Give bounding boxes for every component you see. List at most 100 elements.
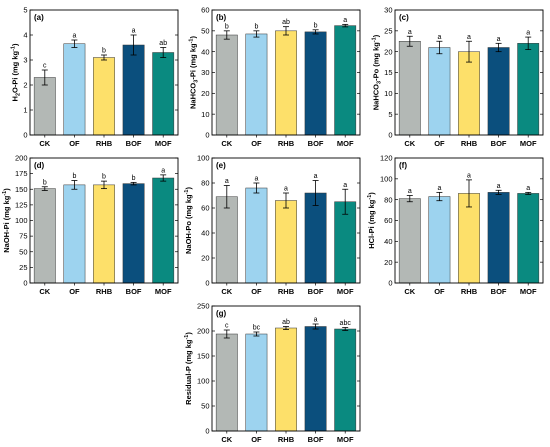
- x-tick-label: OF: [69, 287, 80, 296]
- y-tick-label: 20: [201, 254, 209, 263]
- significance-letter: ab: [159, 40, 167, 47]
- significance-letter: b: [43, 179, 47, 186]
- bar: [304, 31, 327, 136]
- significance-letter: b: [72, 173, 76, 180]
- y-tick-label: 4: [23, 31, 27, 40]
- y-tick-label: 40: [201, 47, 209, 56]
- bar: [304, 326, 327, 432]
- significance-letter: ab: [282, 319, 290, 326]
- chart-panel: a CK a OF a RHB a BOF a MOF 0 20 40 60 80 100 120 (f) HCl-…: [367, 154, 544, 296]
- x-tick-label: BOF: [126, 139, 142, 148]
- x-tick-label: MOF: [337, 287, 354, 296]
- y-axis-label: NaHCO3-Pi (mg kg-1): [188, 36, 199, 109]
- y-tick-label: 50: [19, 247, 27, 256]
- x-tick-label: BOF: [308, 435, 324, 444]
- bar: [275, 30, 297, 136]
- y-tick-label: 175: [15, 169, 28, 178]
- bar: [215, 34, 238, 136]
- y-tick-label: 20: [384, 47, 392, 56]
- bar: [334, 328, 357, 432]
- y-tick-label: 20: [201, 89, 209, 98]
- chart-panel: b CK b OF b RHB b BOF a MOF 0 25 50 75 100 125 150 175 200…: [2, 154, 179, 296]
- y-tick-label: 15: [384, 68, 392, 77]
- y-axis-label: H2O-Pi (mg kg-1): [11, 43, 22, 101]
- y-tick-label: 120: [380, 154, 393, 163]
- panel-label: (b): [216, 13, 227, 22]
- panel-label: (c): [399, 13, 409, 22]
- bar: [122, 44, 145, 136]
- chart-panel: a CK a OF a RHB a BOF a MOF 0 20 40 60 80 100 (e) NaOH-Po…: [184, 154, 361, 296]
- y-tick-label: 25: [19, 263, 27, 272]
- x-tick-label: BOF: [491, 139, 507, 148]
- y-tick-label: 1: [23, 106, 27, 115]
- bar: [33, 188, 56, 284]
- y-tick-label: 0: [388, 131, 392, 140]
- bar: [398, 198, 421, 284]
- significance-letter: a: [526, 30, 530, 37]
- x-tick-label: RHB: [461, 287, 478, 296]
- bar: [487, 47, 510, 136]
- bar: [517, 193, 540, 284]
- bar: [275, 327, 297, 432]
- x-tick-label: RHB: [278, 139, 295, 148]
- x-tick-label: CK: [221, 287, 232, 296]
- x-tick-label: RHB: [461, 139, 478, 148]
- bar: [334, 25, 357, 136]
- x-tick-label: RHB: [278, 287, 295, 296]
- significance-letter: bc: [253, 325, 261, 332]
- y-tick-label: 0: [205, 131, 209, 140]
- significance-letter: a: [408, 188, 412, 195]
- panel-label: (f): [399, 161, 407, 170]
- bar: [122, 183, 145, 284]
- bar: [517, 43, 540, 136]
- y-tick-label: 200: [15, 154, 28, 163]
- bar: [93, 57, 115, 136]
- y-tick-label: 125: [15, 200, 28, 209]
- bar: [152, 177, 175, 284]
- significance-letter: a: [343, 182, 347, 189]
- y-axis-label: Residual-P (mg kg-1): [184, 332, 193, 405]
- bar: [33, 77, 56, 136]
- x-tick-label: CK: [221, 435, 232, 444]
- panel-label: (g): [216, 309, 227, 318]
- y-tick-label: 5: [388, 110, 392, 119]
- x-tick-label: RHB: [96, 287, 113, 296]
- y-axis-label: NaHCO3-Po (mg kg-1): [371, 34, 382, 110]
- y-tick-label: 40: [384, 237, 392, 246]
- x-tick-label: CK: [404, 139, 415, 148]
- bar: [152, 52, 175, 136]
- plot-frame: [394, 9, 544, 136]
- y-tick-label: 100: [380, 174, 393, 183]
- y-tick-label: 3: [23, 56, 27, 65]
- significance-letter: c: [43, 63, 47, 70]
- x-tick-label: RHB: [278, 435, 295, 444]
- x-tick-label: OF: [69, 139, 80, 148]
- significance-letter: a: [132, 28, 136, 35]
- significance-letter: abc: [340, 320, 352, 327]
- significance-letter: a: [467, 34, 471, 41]
- bar: [275, 200, 297, 284]
- y-tick-label: 100: [197, 377, 210, 386]
- x-tick-label: RHB: [96, 139, 113, 148]
- y-tick-label: 80: [201, 179, 209, 188]
- significance-letter: b: [102, 48, 106, 55]
- bar: [245, 33, 268, 136]
- significance-letter: a: [408, 29, 412, 36]
- significance-letter: ab: [282, 19, 290, 26]
- x-tick-label: OF: [251, 139, 262, 148]
- y-tick-label: 50: [201, 402, 209, 411]
- y-tick-label: 60: [384, 216, 392, 225]
- y-tick-label: 0: [205, 279, 209, 288]
- x-tick-label: OF: [251, 435, 262, 444]
- y-tick-label: 30: [384, 6, 392, 15]
- plot-frame: [29, 157, 179, 284]
- x-tick-label: OF: [434, 287, 445, 296]
- bar: [428, 47, 451, 136]
- x-tick-label: CK: [404, 287, 415, 296]
- bar: [245, 333, 268, 432]
- significance-letter: c: [225, 323, 229, 330]
- x-tick-label: MOF: [155, 139, 172, 148]
- bar: [487, 192, 510, 284]
- y-tick-label: 30: [201, 68, 209, 77]
